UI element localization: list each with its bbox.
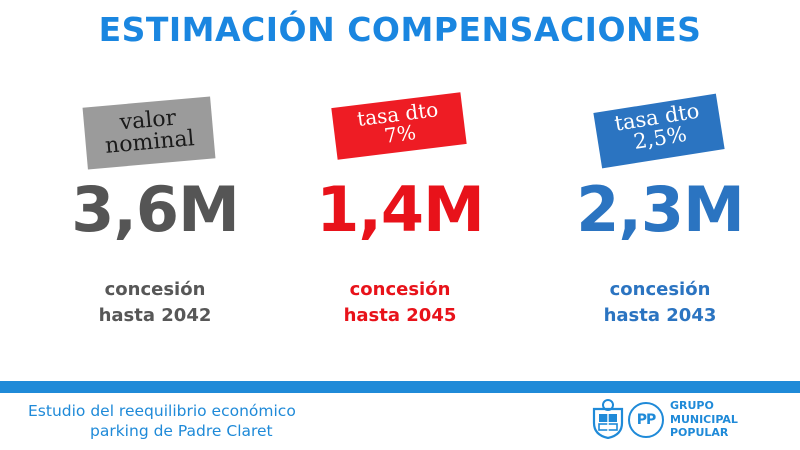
footer-line-2: parking de Padre Claret: [90, 422, 273, 440]
concesion-year: hasta 2043: [603, 305, 717, 326]
value-tasa-7: 1,4M: [316, 173, 485, 246]
value-tasa-2-5: 2,3M: [576, 173, 745, 246]
concesion-text: concesión hasta 2042: [25, 277, 285, 329]
concesion-label: concesión: [104, 279, 206, 300]
concesion-year: hasta 2042: [98, 305, 212, 326]
logo-name-line-2: MUNICIPAL: [670, 412, 738, 426]
logo-name-line-3: POPULAR: [670, 426, 729, 439]
coat-of-arms-icon: [592, 399, 624, 439]
logo-name-line-1: GRUPO: [670, 399, 714, 412]
page-title: ESTIMACIÓN COMPENSACIONES: [98, 10, 702, 49]
concesion-label: concesión: [609, 279, 711, 300]
column-valor-nominal: valor nominal 3,6M concesión hasta 2042: [25, 0, 285, 370]
tag-valor-nominal: valor nominal: [82, 96, 216, 170]
concesion-text: concesión hasta 2043: [530, 277, 790, 329]
concesion-text: concesión hasta 2045: [270, 277, 530, 329]
tag-tasa-7: tasa dto 7%: [331, 92, 467, 160]
grupo-municipal-popular-logo: PP GRUPO MUNICIPAL POPULAR: [590, 397, 790, 445]
concesion-label: concesión: [349, 279, 451, 300]
column-tasa-2-5: tasa dto 2,5% 2,3M concesión hasta 2043: [530, 0, 790, 370]
footer-caption: Estudio del reequilibrio económico parki…: [28, 401, 408, 441]
footer-divider-bar: [0, 381, 800, 393]
footer-line-1: Estudio del reequilibrio económico: [28, 402, 296, 420]
pp-seagull-logo-icon: PP: [628, 402, 664, 438]
column-tasa-7: tasa dto 7% 1,4M concesión hasta 2045: [270, 0, 530, 370]
logo-names: GRUPO MUNICIPAL POPULAR: [670, 399, 738, 440]
concesion-year: hasta 2045: [343, 305, 457, 326]
value-valor-nominal: 3,6M: [71, 173, 240, 246]
tag-tasa-2-5: tasa dto 2,5%: [593, 93, 725, 169]
